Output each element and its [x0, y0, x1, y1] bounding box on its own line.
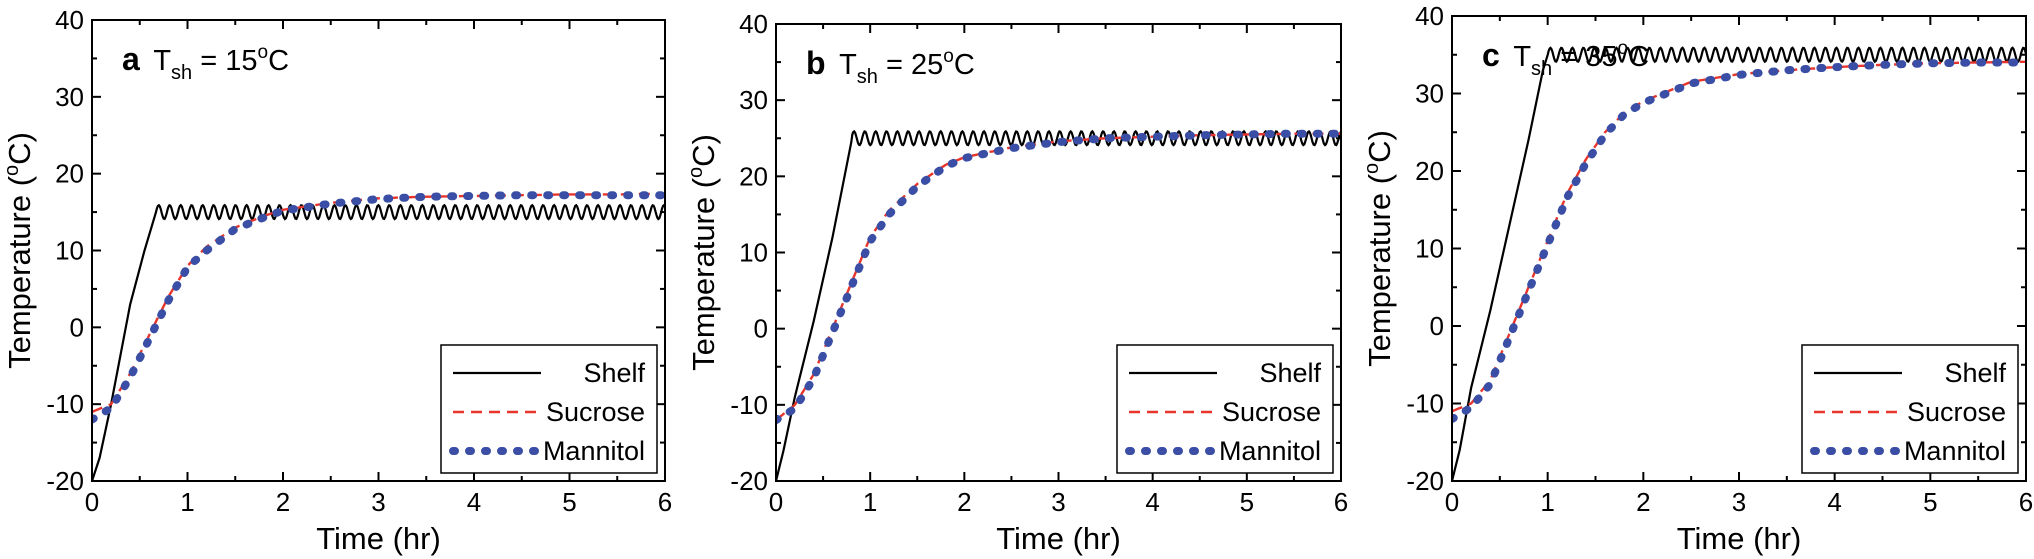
- series-line-shelf: [1452, 46, 2026, 481]
- y-tick-label: 0: [70, 312, 84, 342]
- x-tick-label: 5: [562, 487, 576, 517]
- legend-label-shelf: Shelf: [1259, 358, 1321, 388]
- legend-box: [1116, 344, 1334, 474]
- x-tick-label: 3: [371, 487, 385, 517]
- chart-panel-a: 0 1 2 3 4 5 6 -20 -10 0 10 20 30 40 Time (hr) Temperatu…: [1, 5, 672, 556]
- y-tick-label: 10: [739, 238, 768, 268]
- x-tick-label: 0: [85, 487, 99, 517]
- x-tick-label: 1: [180, 487, 194, 517]
- y-tick-label: -10: [46, 389, 84, 419]
- series-line-shelf: [92, 203, 665, 481]
- legend-label-mannitol: Mannitol: [1219, 436, 1321, 466]
- x-tick-label: 4: [1827, 487, 1841, 517]
- legend-label-shelf: Shelf: [583, 358, 645, 388]
- y-tick-label: 30: [55, 82, 84, 112]
- legend-label-mannitol: Mannitol: [1904, 436, 2006, 466]
- y-tick-label: 20: [55, 159, 84, 189]
- y-tick-label: 0: [754, 314, 768, 344]
- y-tick-label: -20: [46, 466, 84, 496]
- legend-box: [440, 344, 658, 474]
- legend-label-mannitol: Mannitol: [543, 436, 645, 466]
- y-tick-label: -20: [730, 466, 768, 496]
- y-axis-title: Temperature (oC): [1, 132, 37, 369]
- series-line-mannitol: [776, 129, 1341, 425]
- y-tick-label: -10: [730, 390, 768, 420]
- y-tick-label: 10: [55, 236, 84, 266]
- x-tick-label: 2: [1636, 487, 1650, 517]
- y-axis-title: Temperature (oC): [1361, 130, 1397, 367]
- x-tick-label: 3: [1051, 487, 1065, 517]
- x-tick-label: 2: [957, 487, 971, 517]
- chart-panel-b: 0 1 2 3 4 5 6 -20 -10 0 10 20 30 40 Time (hr) Temperatu…: [685, 9, 1348, 556]
- x-tick-label: 2: [276, 487, 290, 517]
- y-tick-label: 40: [1415, 1, 1444, 31]
- legend-label-sucrose: Sucrose: [1907, 397, 2006, 427]
- y-tick-label: -20: [1406, 466, 1444, 496]
- y-axis-title: Temperature (oC): [685, 134, 721, 371]
- x-tick-label: 0: [769, 487, 783, 517]
- x-tick-label: 3: [1732, 487, 1746, 517]
- y-tick-label: 30: [739, 85, 768, 115]
- y-tick-label: 40: [739, 9, 768, 39]
- x-tick-label: 5: [1923, 487, 1937, 517]
- legend-label-shelf: Shelf: [1944, 358, 2006, 388]
- chart-panel-c: 0 1 2 3 4 5 6 -20 -10 0 10 20 30 40 Time (hr) Temperatu…: [1361, 1, 2033, 556]
- x-tick-label: 5: [1240, 487, 1254, 517]
- y-tick-label: 30: [1415, 79, 1444, 109]
- y-tick-label: 10: [1415, 234, 1444, 264]
- legend-label-sucrose: Sucrose: [546, 397, 645, 427]
- y-tick-label: 20: [1415, 156, 1444, 186]
- legend-box: [1801, 344, 2019, 474]
- y-tick-label: 0: [1430, 311, 1444, 341]
- x-axis-title: Time (hr): [996, 521, 1121, 556]
- x-tick-label: 4: [1145, 487, 1159, 517]
- series-line-mannitol: [1452, 58, 2026, 423]
- y-tick-label: 40: [55, 5, 84, 35]
- legend-label-sucrose: Sucrose: [1222, 397, 1321, 427]
- x-tick-label: 6: [658, 487, 672, 517]
- y-tick-label: 20: [739, 161, 768, 191]
- x-tick-label: 1: [1540, 487, 1554, 517]
- x-tick-label: 4: [467, 487, 481, 517]
- y-tick-label: -10: [1406, 389, 1444, 419]
- x-axis-title: Time (hr): [316, 521, 441, 556]
- series-line-shelf: [776, 129, 1341, 481]
- x-axis-title: Time (hr): [1677, 521, 1802, 556]
- x-tick-label: 6: [1334, 487, 1348, 517]
- panel-label: a Tsh = 15oC: [122, 41, 289, 84]
- x-tick-label: 6: [2019, 487, 2033, 517]
- panel-label: b Tsh = 25oC: [806, 45, 975, 88]
- x-tick-label: 1: [863, 487, 877, 517]
- series-line-sucrose: [92, 192, 665, 414]
- x-tick-label: 0: [1445, 487, 1459, 517]
- panel-label: c Tsh = 35oC: [1482, 37, 1649, 80]
